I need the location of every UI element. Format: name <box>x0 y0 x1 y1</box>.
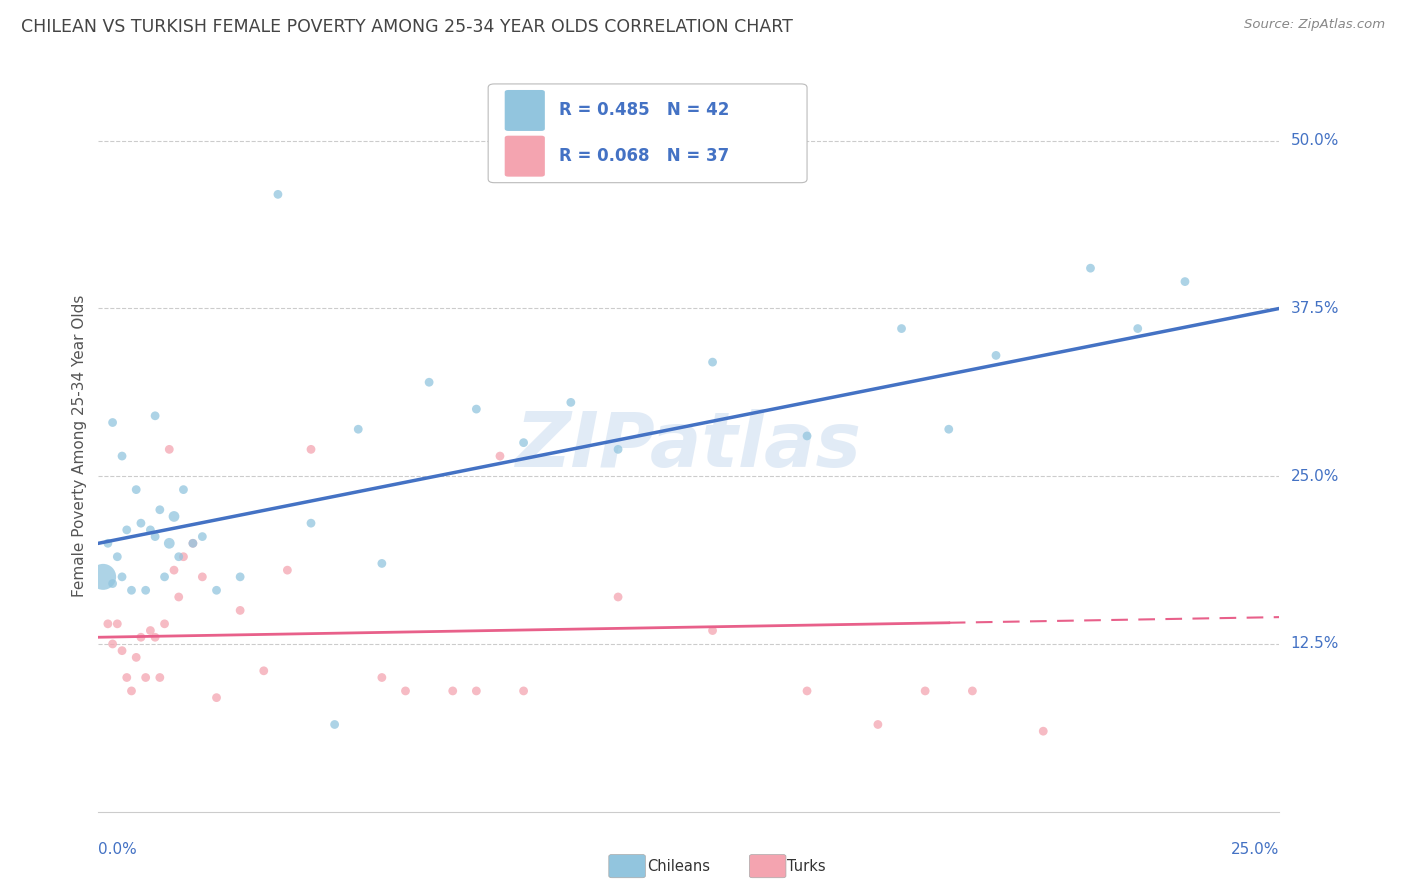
Point <box>125 650 148 665</box>
Point <box>323 717 346 731</box>
Point <box>143 630 166 644</box>
Text: Source: ZipAtlas.com: Source: ZipAtlas.com <box>1244 18 1385 31</box>
Point <box>796 429 818 443</box>
Point <box>125 483 148 497</box>
Point <box>914 684 936 698</box>
Point <box>607 590 630 604</box>
Text: Turks: Turks <box>787 859 825 873</box>
Point <box>371 671 394 685</box>
Point <box>121 684 143 698</box>
Text: CHILEAN VS TURKISH FEMALE POVERTY AMONG 25-34 YEAR OLDS CORRELATION CHART: CHILEAN VS TURKISH FEMALE POVERTY AMONG … <box>21 18 793 36</box>
Point <box>139 523 162 537</box>
Point <box>157 442 180 457</box>
Point <box>962 684 984 698</box>
Point <box>299 442 322 457</box>
Point <box>371 557 394 571</box>
Point <box>702 355 724 369</box>
Point <box>172 483 194 497</box>
Point <box>163 563 186 577</box>
Point <box>101 416 124 430</box>
FancyBboxPatch shape <box>488 84 807 183</box>
Text: 25.0%: 25.0% <box>1232 842 1279 857</box>
Point <box>1032 724 1054 739</box>
Point <box>347 422 370 436</box>
Point <box>418 376 440 390</box>
Text: Chileans: Chileans <box>647 859 710 873</box>
Point <box>299 516 322 531</box>
Point <box>157 536 180 550</box>
Point <box>512 435 534 450</box>
Point <box>890 321 912 335</box>
Point <box>984 348 1007 362</box>
Text: R = 0.068   N = 37: R = 0.068 N = 37 <box>560 147 730 165</box>
Point <box>172 549 194 564</box>
Point <box>153 570 176 584</box>
Text: 0.0%: 0.0% <box>98 842 138 857</box>
Point <box>866 717 889 731</box>
Point <box>167 590 190 604</box>
Point <box>115 671 138 685</box>
Point <box>91 570 114 584</box>
Point <box>97 616 120 631</box>
Point <box>121 583 143 598</box>
Text: 12.5%: 12.5% <box>1291 637 1339 651</box>
Y-axis label: Female Poverty Among 25-34 Year Olds: Female Poverty Among 25-34 Year Olds <box>72 295 87 597</box>
Point <box>276 563 298 577</box>
Point <box>512 684 534 698</box>
Point <box>229 570 252 584</box>
Point <box>1080 261 1102 276</box>
Point <box>105 616 128 631</box>
Text: 25.0%: 25.0% <box>1291 468 1339 483</box>
FancyBboxPatch shape <box>505 90 546 131</box>
Point <box>441 684 464 698</box>
Point <box>229 603 252 617</box>
Point <box>111 449 134 463</box>
Point <box>394 684 416 698</box>
Point <box>101 576 124 591</box>
Point <box>205 583 228 598</box>
Point <box>149 502 172 516</box>
Point <box>129 630 152 644</box>
Point <box>1174 275 1197 289</box>
Point <box>115 523 138 537</box>
Text: 37.5%: 37.5% <box>1291 301 1339 316</box>
Point <box>702 624 724 638</box>
Point <box>111 643 134 657</box>
Point <box>181 536 204 550</box>
Point <box>465 402 488 417</box>
Point <box>111 570 134 584</box>
Point <box>143 409 166 423</box>
Point <box>253 664 276 678</box>
Point <box>607 442 630 457</box>
Point <box>938 422 960 436</box>
Point <box>205 690 228 705</box>
Text: ZIPatlas: ZIPatlas <box>516 409 862 483</box>
Point <box>101 637 124 651</box>
Point <box>105 549 128 564</box>
Point <box>181 536 204 550</box>
Point <box>267 187 290 202</box>
Point <box>560 395 582 409</box>
Point <box>191 530 214 544</box>
Point <box>97 536 120 550</box>
Point <box>465 684 488 698</box>
Point <box>489 449 512 463</box>
FancyBboxPatch shape <box>505 136 546 177</box>
Text: R = 0.485   N = 42: R = 0.485 N = 42 <box>560 102 730 120</box>
Point <box>135 583 157 598</box>
Point <box>167 549 190 564</box>
Point <box>135 671 157 685</box>
Text: 50.0%: 50.0% <box>1291 133 1339 148</box>
Point <box>129 516 152 531</box>
Point <box>149 671 172 685</box>
Point <box>139 624 162 638</box>
Point <box>143 530 166 544</box>
Point <box>153 616 176 631</box>
Point <box>191 570 214 584</box>
Point <box>163 509 186 524</box>
Point <box>796 684 818 698</box>
Point <box>1126 321 1149 335</box>
